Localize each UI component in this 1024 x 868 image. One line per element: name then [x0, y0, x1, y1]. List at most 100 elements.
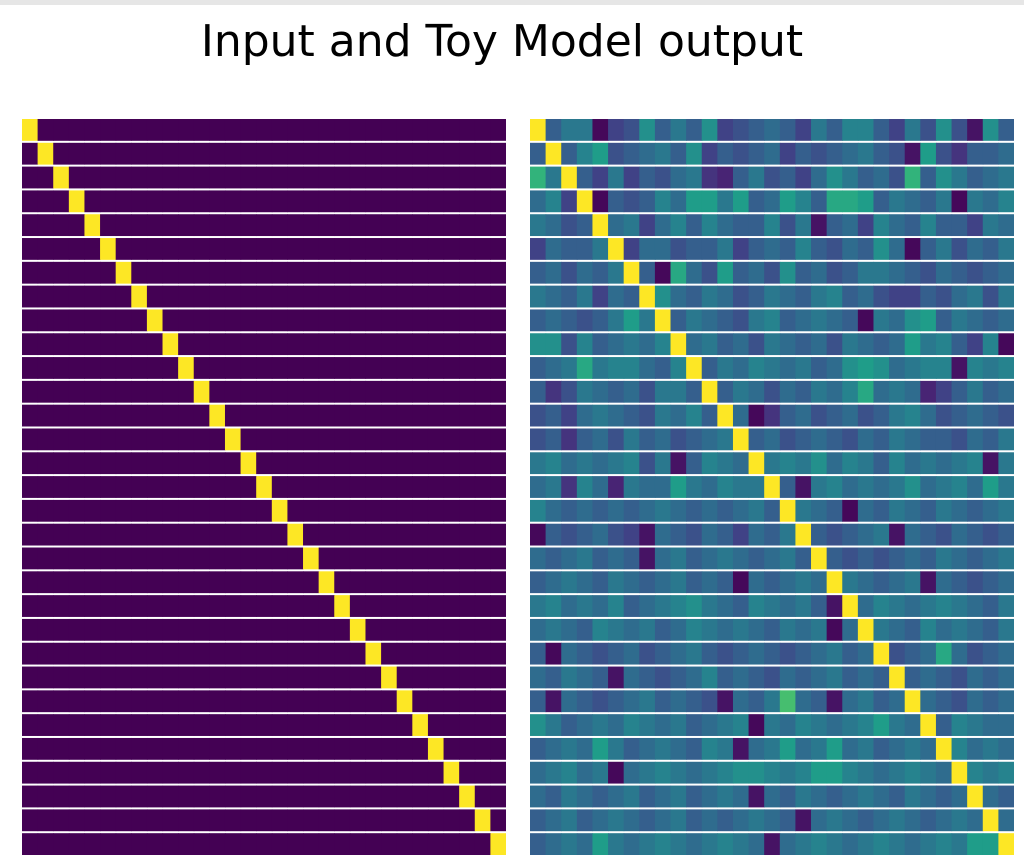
heatmap-cell [982, 380, 999, 403]
heatmap-cell [545, 119, 562, 141]
heatmap-cell [732, 618, 750, 641]
heatmap-cell [53, 166, 70, 189]
heatmap-cell [951, 214, 968, 237]
heatmap-cell [443, 595, 460, 617]
heatmap-cell [748, 523, 765, 546]
heatmap-cell [951, 166, 968, 189]
heatmap-cell [131, 428, 148, 451]
heatmap-cell [951, 119, 968, 141]
heatmap-cell [37, 714, 54, 736]
heatmap-cell [826, 642, 843, 665]
heatmap-cell [826, 333, 843, 356]
heatmap-cell [162, 333, 179, 356]
heatmap-cell [474, 595, 491, 617]
heatmap-cell [670, 214, 687, 237]
heatmap-cell [37, 642, 54, 665]
heatmap-cell [256, 737, 273, 760]
heatmap-cell [717, 833, 734, 855]
heatmap-cell [53, 618, 70, 641]
heatmap-cell [131, 690, 148, 713]
heatmap-cell [826, 595, 843, 617]
heatmap-cell [365, 476, 382, 498]
heatmap-cell [178, 833, 195, 855]
heatmap-cell [53, 690, 70, 713]
heatmap-cell [100, 285, 117, 308]
heatmap-cell [490, 238, 506, 260]
heatmap-cell [162, 404, 179, 427]
heatmap-cell [131, 809, 148, 832]
heatmap-cell [842, 785, 859, 808]
heatmap-cell [857, 499, 875, 522]
heatmap-cell [873, 523, 890, 546]
heatmap-cell [732, 452, 750, 475]
heatmap-cell [639, 547, 656, 570]
heatmap-cell [670, 809, 687, 832]
heatmap-cell [381, 476, 398, 498]
heatmap-cell [146, 452, 164, 475]
heatmap-cell [857, 690, 875, 713]
heatmap-cell [287, 761, 304, 784]
heatmap-cell [982, 833, 999, 855]
heatmap-cell [592, 333, 609, 356]
heatmap-cell [623, 238, 640, 260]
heatmap-cell [998, 499, 1014, 522]
heatmap-cell [381, 261, 398, 284]
heatmap-cell [68, 261, 86, 284]
heatmap-cell [842, 523, 859, 546]
heatmap-cell [68, 642, 86, 665]
heatmap-cell [608, 428, 625, 451]
heatmap-cell [779, 119, 797, 141]
heatmap-cell [100, 380, 117, 403]
heatmap-cell [209, 166, 226, 189]
heatmap-cell [68, 809, 86, 832]
heatmap-cell [318, 190, 335, 213]
heatmap-cell [920, 380, 937, 403]
heatmap-cell [396, 476, 413, 498]
heatmap-cell [576, 761, 594, 784]
heatmap-cell [53, 571, 70, 594]
heatmap-cell [654, 428, 672, 451]
heatmap-cell [474, 833, 491, 855]
heatmap-cell [623, 571, 640, 594]
heatmap-cell [381, 833, 398, 855]
heatmap-cell [857, 571, 875, 594]
heatmap-cell [779, 380, 797, 403]
heatmap-cell [717, 357, 734, 379]
heatmap-cell [639, 119, 656, 141]
heatmap-cell [998, 452, 1014, 475]
heatmap-cell [967, 714, 984, 736]
heatmap-cell [686, 761, 703, 784]
heatmap-cell [334, 476, 351, 498]
heatmap-cell [287, 428, 304, 451]
heatmap-cell [592, 690, 609, 713]
heatmap-cell [998, 404, 1014, 427]
heatmap-cell [271, 547, 289, 570]
heatmap-cell [795, 333, 812, 356]
heatmap-cell [381, 547, 398, 570]
heatmap-cell [530, 428, 547, 451]
heatmap-cell [951, 333, 968, 356]
heatmap-cell [530, 523, 547, 546]
heatmap-cell [873, 333, 890, 356]
heatmap-cell [795, 571, 812, 594]
heatmap-cell [576, 547, 594, 570]
heatmap-cell [623, 547, 640, 570]
heatmap-cell [287, 785, 304, 808]
heatmap-cell [576, 499, 594, 522]
heatmap-cell [381, 428, 398, 451]
heatmap-cell [686, 476, 703, 498]
heatmap-cell [920, 214, 937, 237]
heatmap-cell [178, 595, 195, 617]
heatmap-cell [443, 547, 460, 570]
heatmap-cell [935, 642, 953, 665]
heatmap-cell [37, 238, 54, 260]
heatmap-cell [37, 285, 54, 308]
heatmap-cell [732, 309, 750, 332]
heatmap-cell [240, 833, 257, 855]
heatmap-cell [920, 833, 937, 855]
heatmap-cell [561, 642, 578, 665]
heatmap-cell [998, 761, 1014, 784]
heatmap-cell [748, 595, 765, 617]
heatmap-cell [256, 142, 273, 165]
heatmap-cell [427, 142, 445, 165]
